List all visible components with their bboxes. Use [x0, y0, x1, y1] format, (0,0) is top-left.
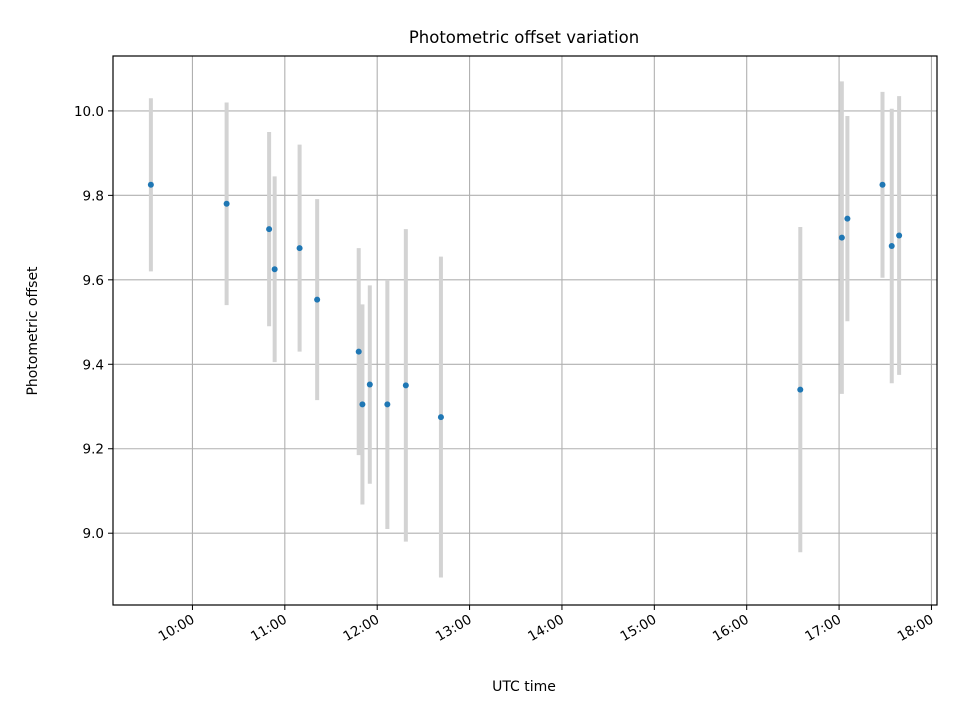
data-point — [844, 215, 851, 222]
plot-frame — [112, 55, 938, 606]
y-tick-label: 10.0 — [74, 104, 104, 120]
data-point — [879, 181, 886, 188]
x-axis-label: UTC time — [492, 679, 556, 695]
data-point — [147, 181, 154, 188]
y-tick-label: 9.8 — [83, 188, 104, 204]
y-tick-label: 9.0 — [83, 526, 104, 542]
data-point — [384, 401, 391, 408]
data-point — [838, 234, 845, 241]
data-point — [271, 266, 278, 273]
y-tick-label: 9.4 — [83, 357, 104, 373]
y-tick-label: 9.6 — [83, 273, 104, 289]
data-point — [266, 226, 273, 233]
data-point — [402, 382, 409, 389]
y-tick-label: 9.2 — [83, 442, 104, 458]
data-point — [366, 381, 373, 388]
y-axis-label: Photometric offset — [25, 266, 41, 396]
data-point — [888, 243, 895, 250]
data-point — [296, 245, 303, 252]
data-point — [314, 296, 321, 303]
chart-title: Photometric offset variation — [409, 28, 639, 47]
data-point — [359, 401, 366, 408]
data-point — [797, 386, 804, 393]
data-point — [355, 348, 362, 355]
data-points — [147, 181, 903, 421]
data-point — [896, 232, 903, 239]
data-point — [223, 200, 230, 207]
data-point — [437, 414, 444, 421]
y-axis-ticks: 9.0 9.2 9.4 9.6 9.8 10.0 — [74, 104, 113, 542]
